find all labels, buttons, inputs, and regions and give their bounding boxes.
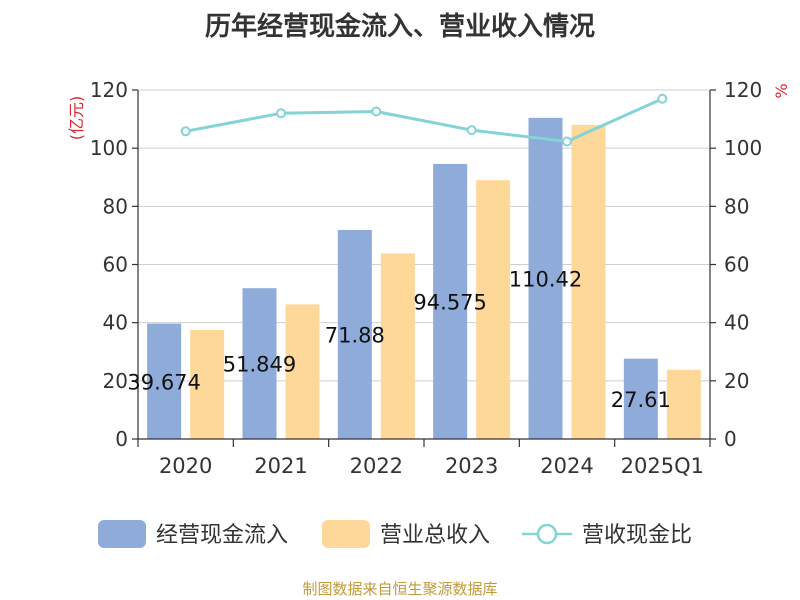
bar-cash-inflow bbox=[242, 288, 277, 439]
legend-item: 经营现金流入 bbox=[98, 520, 288, 548]
x-tick-label: 2021 bbox=[254, 454, 307, 478]
bar-value-label: 39.674 bbox=[127, 370, 200, 394]
ratio-point bbox=[657, 93, 668, 104]
ratio-line bbox=[180, 93, 668, 147]
right-tick-label: 80 bbox=[724, 194, 749, 218]
ratio-point bbox=[180, 126, 191, 137]
bar-value-label: 110.42 bbox=[509, 267, 582, 291]
bar-labels: 39.674 51.849 71.88 94.575 110.42 27.61 bbox=[127, 267, 670, 411]
bar-value-label: 71.88 bbox=[325, 323, 385, 347]
bar-revenue bbox=[666, 369, 701, 439]
left-tick-label: 0 bbox=[115, 427, 128, 451]
legend: 经营现金流入 营业总收入 营收现金比 bbox=[98, 520, 692, 548]
right-tick-label: 100 bbox=[724, 136, 762, 160]
legend-swatch bbox=[98, 520, 146, 548]
bars bbox=[147, 117, 701, 440]
legend-label: 营业总收入 bbox=[380, 523, 490, 548]
x-tick-label: 2024 bbox=[540, 454, 593, 478]
gridlines bbox=[138, 89, 710, 382]
x-tick-label: 2022 bbox=[350, 454, 403, 478]
left-tick-label: 20 bbox=[103, 369, 128, 393]
x-tick-label: 2023 bbox=[445, 454, 498, 478]
right-tick-label: 40 bbox=[724, 311, 749, 335]
legend-marker bbox=[536, 523, 558, 545]
left-tick-label: 100 bbox=[90, 136, 128, 160]
bar-revenue bbox=[285, 304, 320, 439]
bar-cash-inflow bbox=[147, 323, 182, 439]
bar-cash-inflow bbox=[433, 163, 468, 439]
source-footer: 制图数据来自恒生聚源数据库 bbox=[302, 580, 498, 598]
bar-value-label: 51.849 bbox=[223, 353, 296, 377]
legend-label: 经营现金流入 bbox=[156, 523, 288, 548]
ratio-point bbox=[466, 125, 477, 136]
bar-cash-inflow bbox=[623, 358, 658, 439]
right-tick-label: 0 bbox=[724, 427, 737, 451]
x-tick-label: 2025Q1 bbox=[621, 454, 704, 478]
bar-value-label: 94.575 bbox=[413, 290, 486, 314]
bar-revenue bbox=[190, 329, 225, 439]
left-tick-label: 40 bbox=[103, 311, 128, 335]
left-tick-label: 60 bbox=[103, 253, 128, 277]
bar-cash-inflow bbox=[337, 229, 372, 439]
left-tick-label: 80 bbox=[103, 194, 128, 218]
x-tick-label: 2020 bbox=[159, 454, 212, 478]
right-tick-label: 120 bbox=[724, 78, 762, 102]
left-axis-unit: (亿元) bbox=[67, 96, 86, 141]
bar-revenue bbox=[476, 180, 511, 440]
legend-label: 营收现金比 bbox=[582, 523, 692, 548]
ratio-point bbox=[562, 136, 572, 147]
ratio-point bbox=[371, 106, 382, 117]
bar-value-label: 27.61 bbox=[611, 388, 671, 412]
chart-title: 历年经营现金流入、营业收入情况 bbox=[204, 12, 595, 42]
right-tick-label: 60 bbox=[724, 253, 749, 277]
ratio-polyline bbox=[185, 97, 663, 144]
right-tick-label: 20 bbox=[724, 369, 749, 393]
ratio-point bbox=[276, 108, 286, 119]
right-axis-unit: % bbox=[772, 83, 791, 98]
bar-revenue bbox=[380, 253, 415, 439]
legend-item: 营业总收入 bbox=[322, 520, 490, 548]
legend-swatch bbox=[322, 520, 370, 548]
left-tick-label: 120 bbox=[90, 78, 128, 102]
bar-revenue bbox=[571, 124, 606, 440]
legend-item: 营收现金比 bbox=[522, 523, 692, 548]
bar-cash-inflow bbox=[528, 117, 563, 440]
